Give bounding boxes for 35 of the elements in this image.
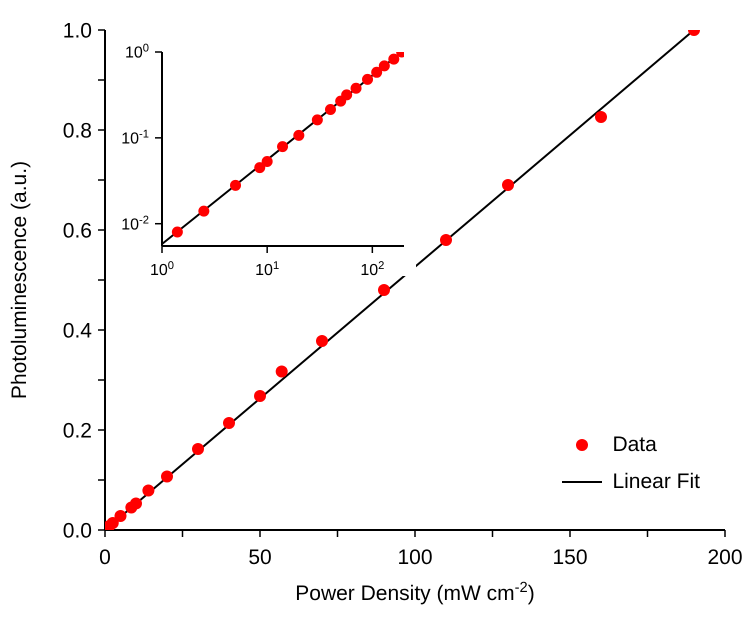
x-tick-label: 10$^{2}$ — [360, 260, 384, 279]
legend-label: Data — [612, 432, 657, 457]
x-tick-label: 0 — [99, 546, 111, 569]
y-tick-label: 0.6 — [62, 219, 92, 242]
point — [276, 366, 288, 378]
point — [595, 111, 607, 123]
y-tick-label: 0.8 — [62, 119, 92, 142]
x-tick-label: 100 — [397, 546, 433, 569]
point — [161, 470, 173, 482]
point — [316, 335, 328, 347]
y-axis-title: Photoluminescence (a.u.) — [8, 160, 31, 400]
x-tick-label: 150 — [552, 546, 588, 569]
point — [502, 179, 514, 191]
point — [192, 443, 204, 455]
x-tick-label: 50 — [248, 546, 272, 569]
x-tick-label: 10$^{1}$ — [255, 260, 280, 279]
y-tick-label: 10$^{-2}$ — [121, 214, 149, 234]
x-tick-label: 10$^{0}$ — [150, 260, 174, 279]
point — [223, 417, 235, 429]
y-tick-label: 0.2 — [62, 419, 92, 442]
point — [142, 484, 154, 496]
y-tick-label: 0.0 — [62, 519, 92, 542]
y-tick-label: 0.4 — [62, 319, 92, 342]
point — [378, 284, 390, 296]
legend-label: Linear Fit — [612, 470, 700, 494]
point — [114, 510, 126, 522]
point — [254, 390, 266, 402]
point — [440, 234, 452, 246]
x-tick-label: 200 — [707, 546, 743, 569]
y-tick-label: 10$^{0}$ — [124, 42, 149, 62]
y-tick-label: 1.0 — [62, 19, 92, 42]
point — [106, 517, 119, 529]
y-tick-label: 10$^{-1}$ — [121, 128, 149, 148]
point — [130, 498, 142, 510]
x-axis-title: Power Density (mW cm$^{-2}$) — [295, 580, 535, 605]
